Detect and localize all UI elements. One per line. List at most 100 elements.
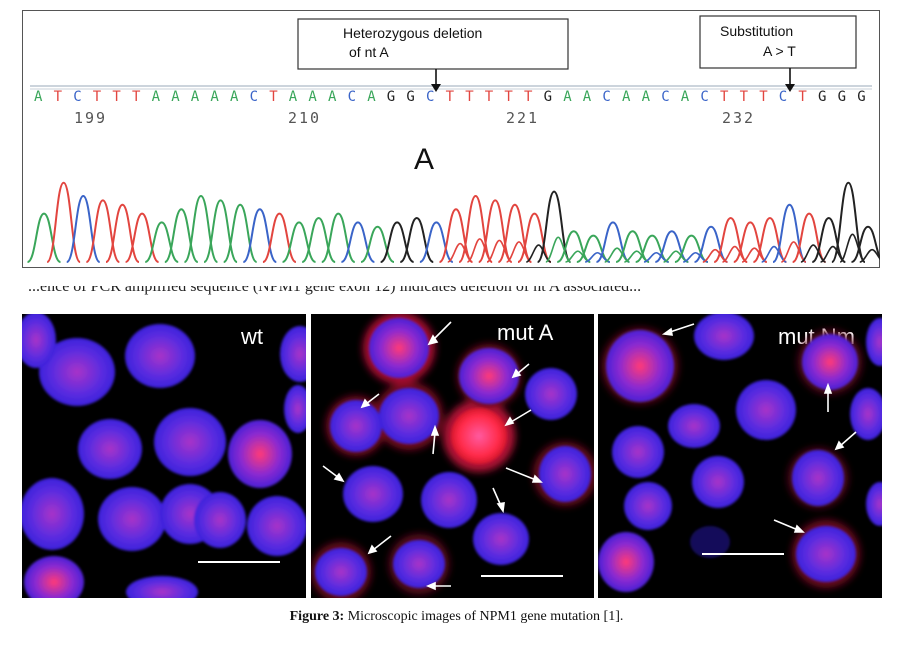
chromatogram-traces xyxy=(26,181,885,263)
base-letter: T xyxy=(485,89,494,105)
chromatogram-panel: Heterozygous deletion of nt A Substituti… xyxy=(22,10,885,268)
substitution-label-line2: A > T xyxy=(763,43,796,59)
trace-peak xyxy=(635,234,670,263)
cells-mut-nm xyxy=(598,314,882,592)
trace-secondary-peak xyxy=(486,239,513,263)
trace-secondary-peak xyxy=(663,250,689,263)
trace-secondary-peak xyxy=(624,250,650,263)
trace-peak xyxy=(654,230,689,263)
cells-mut-a xyxy=(311,314,594,598)
base-letter: G xyxy=(406,89,414,105)
trace-peak xyxy=(477,199,513,263)
base-letter: A xyxy=(367,89,376,105)
position-221: 221 xyxy=(506,109,539,127)
trace-secondary-peak xyxy=(643,251,669,263)
micro-image-wt: wt xyxy=(22,314,306,598)
base-letter: C xyxy=(700,89,708,105)
deletion-label-line1: Heterozygous deletion xyxy=(343,25,482,41)
trace-secondary-peak xyxy=(565,250,591,263)
base-letter: T xyxy=(54,89,63,105)
base-letter: T xyxy=(112,89,121,105)
arrows-mut-nm xyxy=(661,323,857,533)
base-letter: C xyxy=(602,89,610,105)
trace-secondary-peak xyxy=(722,245,748,263)
base-letter: A xyxy=(171,89,180,105)
base-letter: G xyxy=(387,89,395,105)
micro-panel-mut-nm: mut Nm xyxy=(598,314,882,598)
base-letter: A xyxy=(681,89,690,105)
base-letter: A xyxy=(191,89,200,105)
trace-peak xyxy=(46,181,82,263)
base-letter: A xyxy=(34,89,43,105)
base-letter: A xyxy=(230,89,239,105)
base-letter: T xyxy=(465,89,474,105)
base-letter: G xyxy=(818,89,826,105)
base-letter: T xyxy=(524,89,533,105)
trace-peak xyxy=(65,194,101,263)
trace-peak xyxy=(282,221,317,263)
trace-peak xyxy=(105,203,140,263)
base-letter: T xyxy=(446,89,455,105)
cells-wt xyxy=(22,314,306,598)
chromatogram-figure: Heterozygous deletion of nt A Substituti… xyxy=(22,10,885,268)
trace-peak xyxy=(615,230,650,263)
micro-image-mut-nm: mut Nm xyxy=(598,314,882,592)
trace-peak xyxy=(419,221,454,263)
trace-peak xyxy=(438,208,474,263)
base-letter: T xyxy=(269,89,278,105)
base-letter: T xyxy=(798,89,807,105)
base-letter: A xyxy=(563,89,572,105)
trace-peak xyxy=(125,212,160,263)
base-letter: G xyxy=(838,89,846,105)
position-numbers: 199 210 221 232 xyxy=(74,109,755,127)
trace-secondary-peak xyxy=(683,251,709,263)
trace-peak xyxy=(772,203,807,263)
trace-peak xyxy=(595,221,630,263)
base-letter: G xyxy=(857,89,865,105)
trace-peak xyxy=(399,216,434,263)
base-letter: C xyxy=(426,89,434,105)
trace-secondary-peak xyxy=(800,244,826,263)
trace-peak xyxy=(792,212,827,263)
arrows-mut-a xyxy=(322,321,543,591)
caption-label: Figure 3: xyxy=(289,609,345,624)
position-210: 210 xyxy=(288,109,321,127)
trace-secondary-peak xyxy=(545,236,571,263)
trace-secondary-peak xyxy=(741,247,768,263)
base-letter: T xyxy=(740,89,749,105)
trace-peak xyxy=(517,212,552,263)
trace-secondary-peak xyxy=(447,242,473,263)
micro-panel-mut-a: mut A xyxy=(311,314,594,598)
trace-secondary-peak xyxy=(702,248,728,263)
trace-peak xyxy=(203,199,239,263)
panel-label-mut-a: mut A xyxy=(497,320,554,345)
micro-image-mut-a: mut A xyxy=(311,314,594,598)
trace-peak xyxy=(752,216,787,263)
base-letter: T xyxy=(759,89,768,105)
base-letter: T xyxy=(93,89,102,105)
trace-peak xyxy=(301,216,336,263)
trace-peak xyxy=(674,234,709,263)
substitution-arrow-head xyxy=(785,84,795,92)
trace-peak xyxy=(458,194,494,263)
trace-peak xyxy=(321,212,356,263)
trace-peak xyxy=(380,221,415,263)
trace-peak xyxy=(262,212,297,263)
trace-peak xyxy=(340,221,375,263)
trace-peak xyxy=(222,203,258,263)
base-letter: A xyxy=(622,89,631,105)
trace-peak xyxy=(576,234,611,263)
panel-label-wt: wt xyxy=(240,324,263,349)
cropped-body-text: ...ence of PCR amplified sequence (NPM1 … xyxy=(28,286,642,295)
substitution-label-box xyxy=(699,15,857,69)
substitution-label-line1: Substitution xyxy=(720,23,793,39)
base-letter: A xyxy=(328,89,337,105)
trace-secondary-peak xyxy=(584,251,610,263)
deletion-label-box xyxy=(297,18,569,70)
trace-secondary-peak xyxy=(780,241,807,263)
trace-secondary-peak xyxy=(467,238,493,263)
trace-peak xyxy=(733,221,768,263)
position-232: 232 xyxy=(722,109,755,127)
trace-secondary-peak xyxy=(506,241,532,263)
trace-peak xyxy=(26,212,62,263)
